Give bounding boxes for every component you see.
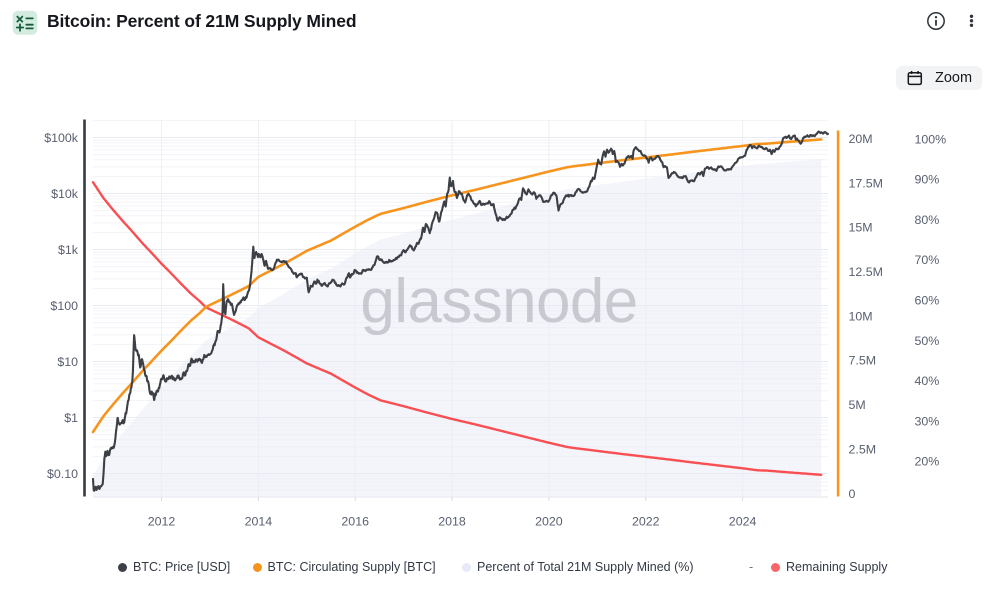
svg-text:50%: 50% — [915, 334, 940, 348]
svg-text:2014: 2014 — [245, 515, 273, 529]
svg-text:$10: $10 — [57, 355, 78, 369]
svg-text:70%: 70% — [915, 253, 940, 267]
svg-text:20M: 20M — [849, 132, 873, 146]
svg-text:90%: 90% — [915, 173, 940, 187]
svg-text:10M: 10M — [849, 309, 873, 323]
svg-text:2024: 2024 — [729, 515, 757, 529]
svg-text:80%: 80% — [915, 213, 940, 227]
svg-text:40%: 40% — [915, 374, 940, 388]
svg-text:$1: $1 — [64, 411, 78, 425]
svg-text:$10k: $10k — [51, 187, 79, 201]
svg-text:$1k: $1k — [58, 243, 79, 257]
svg-text:glassnode: glassnode — [360, 267, 637, 336]
svg-text:20%: 20% — [915, 455, 940, 469]
svg-text:2018: 2018 — [438, 515, 466, 529]
svg-text:2022: 2022 — [632, 515, 660, 529]
svg-text:12.5M: 12.5M — [849, 265, 883, 279]
svg-text:30%: 30% — [915, 414, 940, 428]
svg-text:$100k: $100k — [44, 131, 79, 145]
svg-text:7.5M: 7.5M — [849, 354, 877, 368]
svg-text:15M: 15M — [849, 221, 873, 235]
svg-text:$0.10: $0.10 — [47, 467, 78, 481]
svg-text:100%: 100% — [915, 132, 947, 146]
svg-text:2020: 2020 — [535, 515, 563, 529]
svg-text:5M: 5M — [849, 398, 866, 412]
svg-text:$100: $100 — [50, 299, 78, 313]
svg-text:2012: 2012 — [148, 515, 176, 529]
svg-text:2016: 2016 — [341, 515, 369, 529]
svg-text:2.5M: 2.5M — [849, 442, 877, 456]
svg-text:17.5M: 17.5M — [849, 176, 883, 190]
svg-text:0: 0 — [849, 487, 856, 501]
svg-text:60%: 60% — [915, 294, 940, 308]
